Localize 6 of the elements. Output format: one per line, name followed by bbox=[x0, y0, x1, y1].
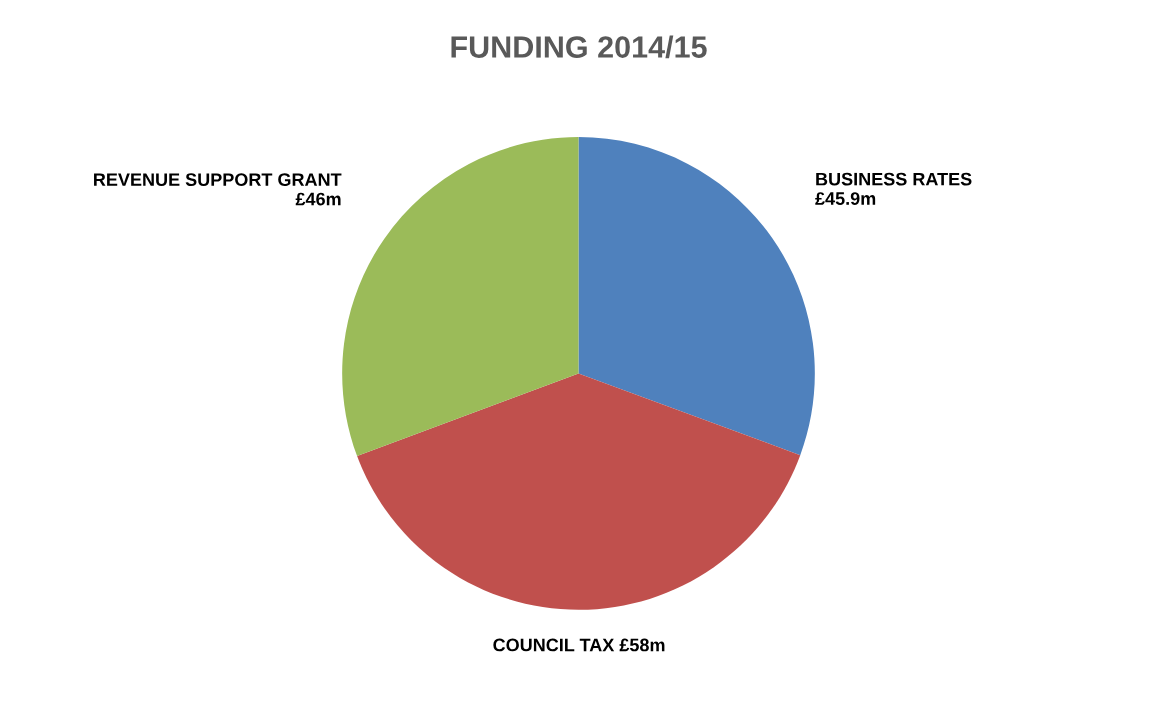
data-label: £46m bbox=[295, 192, 341, 206]
chart-title: FUNDING 2014/15 bbox=[451, 35, 707, 59]
data-label: £45.9m bbox=[815, 192, 876, 205]
slice-label: BUSINESS RATES bbox=[816, 172, 972, 186]
slice-label: COUNCIL TAX £58m bbox=[493, 638, 665, 652]
slice-label: REVENUE SUPPORT GRANT bbox=[94, 173, 342, 186]
